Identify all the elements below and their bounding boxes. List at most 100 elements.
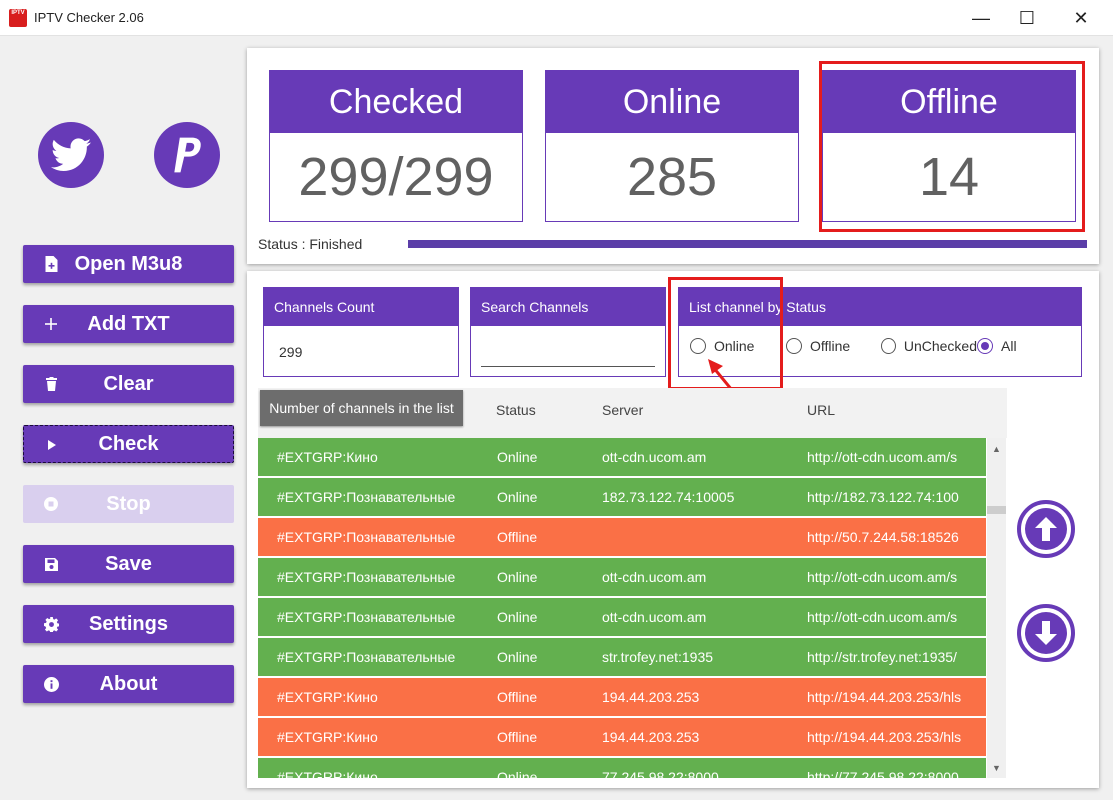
scroll-up-icon[interactable]: ▲: [992, 443, 1001, 454]
scroll-top-button[interactable]: [1017, 500, 1075, 558]
info-icon: [43, 676, 59, 692]
check-label: Check: [98, 432, 159, 455]
table-scrollbar[interactable]: ▲ ▼: [987, 438, 1006, 778]
channel-list: #EXTGRP:Кино Online ott-cdn.ucom.am http…: [258, 438, 986, 778]
status-filter-card: List channel by Status: [678, 287, 1082, 377]
radio-all-circle: [977, 338, 993, 354]
search-underline: [481, 366, 655, 367]
cell-server: str.trofey.net:1935: [602, 649, 714, 665]
paypal-button[interactable]: [154, 122, 220, 188]
cell-group: #EXTGRP:Познавательные: [277, 529, 456, 545]
plus-icon: [43, 316, 59, 332]
cell-url: http://str.trofey.net:1935/: [807, 649, 957, 665]
cell-group: #EXTGRP:Кино: [277, 689, 378, 705]
cell-server: ott-cdn.ucom.am: [602, 609, 707, 625]
offline-card: Offline 14: [822, 70, 1076, 222]
about-button[interactable]: About: [23, 665, 234, 703]
table-row[interactable]: #EXTGRP:Познавательные Online 182.73.122…: [258, 478, 986, 516]
add-txt-label: Add TXT: [87, 312, 170, 335]
radio-unchecked-label: UnChecked: [903, 338, 977, 354]
cell-url: http://50.7.244.58:18526: [807, 529, 959, 545]
minimize-button[interactable]: —: [958, 0, 1004, 36]
radio-all[interactable]: All: [977, 338, 1017, 354]
play-icon: [44, 437, 60, 453]
channels-count-card: Channels Count 299: [263, 287, 459, 377]
check-button[interactable]: Check: [23, 425, 234, 463]
table-row[interactable]: #EXTGRP:Познавательные Online str.trofey…: [258, 638, 986, 676]
cell-server: 194.44.203.253: [602, 729, 700, 745]
cell-url: http://194.44.203.253/hls: [807, 729, 962, 745]
cell-status: Online: [497, 449, 538, 465]
cell-status: Offline: [497, 529, 538, 545]
app-icon: IPTV: [9, 9, 27, 27]
progress-fill: [408, 240, 1087, 248]
search-label: Search Channels: [471, 288, 665, 326]
cell-status: Offline: [497, 729, 538, 745]
gear-icon: [43, 616, 59, 632]
column-url[interactable]: URL: [807, 402, 836, 418]
file-icon: [43, 256, 59, 272]
cell-group: #EXTGRP:Познавательные: [277, 609, 456, 625]
radio-unchecked-circle: [881, 338, 896, 354]
table-row[interactable]: #EXTGRP:Познавательные Online ott-cdn.uc…: [258, 598, 986, 636]
cell-url: http://182.73.122.74:100: [807, 489, 959, 505]
close-icon: ✕: [1073, 7, 1089, 28]
radio-unchecked[interactable]: UnChecked: [881, 338, 977, 354]
arrow-up-icon: [1025, 508, 1067, 550]
search-input[interactable]: [481, 342, 655, 366]
offline-highlight: [819, 61, 1085, 232]
search-card: Search Channels: [470, 287, 666, 377]
open-m3u8-button[interactable]: Open M3u8: [23, 245, 234, 283]
close-button[interactable]: ✕: [1058, 0, 1104, 36]
table-row[interactable]: #EXTGRP:Кино Offline 194.44.203.253 http…: [258, 678, 986, 716]
cell-group: #EXTGRP:Кино: [277, 769, 378, 778]
save-label: Save: [105, 552, 152, 575]
cell-group: #EXTGRP:Познавательные: [277, 649, 456, 665]
cell-group: #EXTGRP:Познавательные: [277, 489, 456, 505]
column-server[interactable]: Server: [602, 402, 644, 418]
online-value: 285: [626, 147, 718, 207]
column-status[interactable]: Status: [496, 402, 536, 418]
cell-status: Online: [497, 609, 538, 625]
cell-status: Online: [497, 649, 538, 665]
clear-button[interactable]: Clear: [23, 365, 234, 403]
scroll-down-icon[interactable]: ▼: [992, 762, 1001, 773]
table-row[interactable]: #EXTGRP:Кино Offline 194.44.203.253 http…: [258, 718, 986, 756]
settings-button[interactable]: Settings: [23, 605, 234, 643]
cell-server: 194.44.203.253: [602, 689, 700, 705]
radio-online[interactable]: Online: [690, 338, 754, 354]
scroll-bottom-button[interactable]: [1017, 604, 1075, 662]
radio-online-circle: [690, 338, 706, 354]
cell-server: 77.245.98.22:8000: [602, 769, 719, 778]
scrollbar-thumb[interactable]: [987, 506, 1006, 514]
stop-button[interactable]: Stop: [23, 485, 234, 523]
radio-offline[interactable]: Offline: [786, 338, 850, 354]
about-label: About: [99, 672, 158, 695]
channels-count-label: Channels Count: [264, 288, 458, 326]
cell-status: Online: [497, 569, 538, 585]
twitter-button[interactable]: [38, 122, 104, 188]
radio-all-label: All: [1001, 338, 1017, 354]
cell-status: Online: [497, 489, 538, 505]
cell-url: http://77.245.98.22:8000: [807, 769, 959, 778]
save-button[interactable]: Save: [23, 545, 234, 583]
arrow-down-icon: [1025, 612, 1067, 654]
settings-label: Settings: [89, 612, 168, 635]
channel-count-column-button[interactable]: Number of channels in the list: [260, 390, 463, 426]
checked-label: Checked: [270, 71, 522, 133]
radio-offline-label: Offline: [810, 338, 851, 354]
clear-label: Clear: [103, 372, 154, 395]
add-txt-button[interactable]: Add TXT: [23, 305, 234, 343]
save-icon: [43, 556, 59, 572]
table-row[interactable]: #EXTGRP:Кино Online ott-cdn.ucom.am http…: [258, 438, 986, 476]
radio-online-label: Online: [714, 338, 755, 354]
status-text: Status : Finished: [258, 236, 363, 252]
maximize-icon: ☐: [1018, 7, 1036, 28]
table-row[interactable]: #EXTGRP:Познавательные Offline http://50…: [258, 518, 986, 556]
paypal-icon: [174, 137, 201, 173]
table-row[interactable]: #EXTGRP:Познавательные Online ott-cdn.uc…: [258, 558, 986, 596]
table-row[interactable]: #EXTGRP:Кино Online 77.245.98.22:8000 ht…: [258, 758, 986, 778]
checked-card: Checked 299/299: [269, 70, 523, 222]
cell-group: #EXTGRP:Кино: [277, 449, 378, 465]
maximize-button[interactable]: ☐: [1004, 0, 1050, 36]
